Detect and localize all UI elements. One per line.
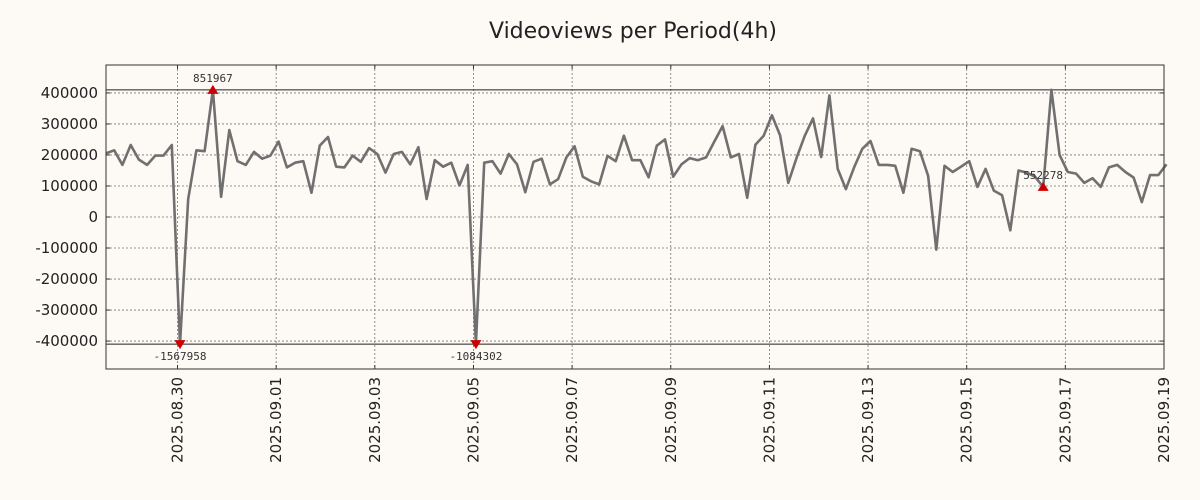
x-axis: 2025.08.30 2025.09.01 2025.09.03 2025.09.05… xyxy=(169,65,1173,463)
x-tick-label: 2025.09.01 xyxy=(267,377,285,463)
y-tick-label: -100000 xyxy=(35,239,98,257)
x-tick-label: 2025.09.19 xyxy=(1155,377,1173,463)
x-tick-label: 2025.09.05 xyxy=(464,377,482,463)
x-tick-label: 2025.09.15 xyxy=(958,377,976,463)
peak-label: -1567958 xyxy=(153,350,206,363)
y-tick-label: -200000 xyxy=(35,270,98,288)
y-tick-label: 200000 xyxy=(41,146,98,164)
x-tick-label: 2025.09.17 xyxy=(1056,377,1074,463)
peak-label: -1084302 xyxy=(449,350,502,363)
y-tick-label: -300000 xyxy=(35,301,98,319)
x-tick-label: 2025.09.07 xyxy=(563,377,581,463)
x-tick-label: 2025.09.09 xyxy=(662,377,680,463)
plot-area xyxy=(105,64,1165,370)
peak-label: 851967 xyxy=(193,72,233,85)
peak-marker xyxy=(1037,181,1049,191)
x-tick-label: 2025.09.13 xyxy=(859,377,877,463)
y-tick-label: 100000 xyxy=(41,177,98,195)
x-tick-label: 2025.09.11 xyxy=(760,377,778,463)
y-axis: 400000 300000 200000 100000 0 -100000 -200000 -… xyxy=(35,84,1164,350)
clip-lines xyxy=(106,89,1164,345)
grid xyxy=(106,65,1164,369)
series-line xyxy=(105,88,1168,346)
peak-label: 552278 xyxy=(1023,169,1063,182)
x-tick-label: 2025.09.03 xyxy=(366,377,384,463)
y-tick-label: 300000 xyxy=(41,115,98,133)
y-tick-label: 0 xyxy=(88,208,98,226)
series-layer xyxy=(105,88,1168,346)
peak-marker xyxy=(470,340,482,350)
x-tick-label: 2025.08.30 xyxy=(169,377,187,463)
chart-title: Videoviews per Period(4h) xyxy=(489,19,777,44)
y-tick-label: 400000 xyxy=(41,84,98,102)
peak-marker xyxy=(174,340,186,350)
markers: 851967 552278 -1567958 -1084302 xyxy=(153,72,1063,363)
peak-marker xyxy=(207,84,219,94)
y-tick-label: -400000 xyxy=(35,332,98,350)
